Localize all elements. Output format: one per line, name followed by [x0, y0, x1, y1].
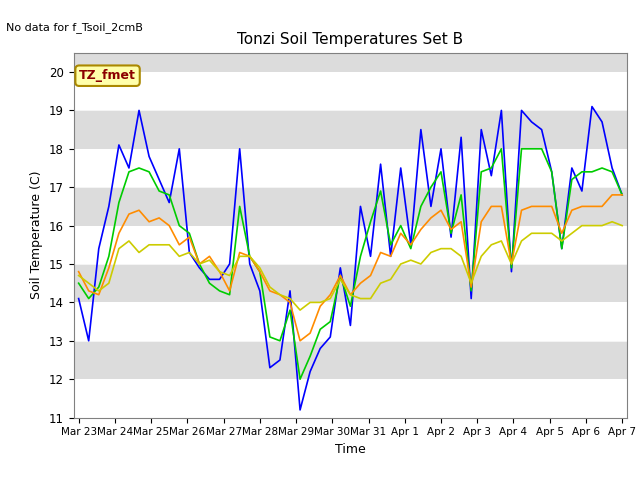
Text: TZ_fmet: TZ_fmet [79, 69, 136, 82]
Y-axis label: Soil Temperature (C): Soil Temperature (C) [30, 171, 44, 300]
X-axis label: Time: Time [335, 443, 366, 456]
Bar [74, 72, 627, 110]
Bar [74, 379, 627, 418]
Text: No data for f_Tsoil_2cmB: No data for f_Tsoil_2cmB [6, 22, 143, 33]
Bar [74, 226, 627, 264]
Bar [74, 302, 627, 341]
Bar [74, 149, 627, 187]
Title: Tonzi Soil Temperatures Set B: Tonzi Soil Temperatures Set B [237, 33, 463, 48]
